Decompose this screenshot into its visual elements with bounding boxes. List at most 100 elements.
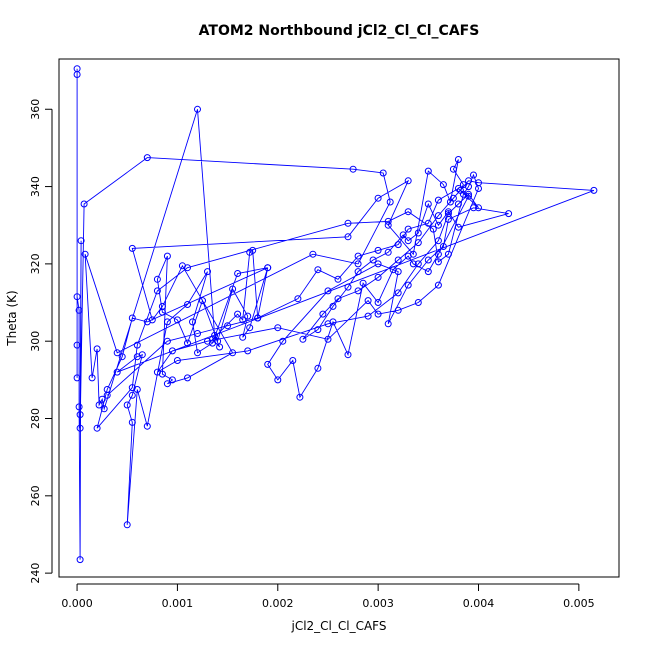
data-point <box>73 293 81 301</box>
data-point <box>465 190 472 198</box>
data-point <box>184 374 191 382</box>
data-point <box>374 299 382 306</box>
data-point <box>424 256 432 264</box>
x-tick-label: 0.000 <box>61 597 93 610</box>
data-point <box>344 219 352 227</box>
data-point <box>404 237 412 245</box>
data-point <box>424 268 432 276</box>
data-point <box>123 401 131 409</box>
data-point <box>324 320 332 328</box>
data-point <box>128 314 136 322</box>
data-point <box>404 208 412 216</box>
data-point <box>399 231 407 239</box>
data-point <box>229 285 237 293</box>
data-point <box>374 310 382 318</box>
data-point <box>118 353 126 361</box>
data-point <box>81 250 89 258</box>
data-point <box>76 411 84 419</box>
data-point <box>344 233 352 241</box>
data-point <box>454 223 462 231</box>
data-point <box>449 194 457 202</box>
data-point <box>204 268 211 276</box>
data-point <box>153 368 161 376</box>
data-point <box>394 306 402 314</box>
chart-title: ATOM2 Northbound jCl2_Cl_Cl_CAFS <box>199 23 480 39</box>
data-point <box>204 337 211 345</box>
data-point <box>434 221 442 229</box>
data-point <box>364 312 372 320</box>
data-point <box>128 391 136 399</box>
data-point <box>234 310 242 318</box>
y-tick-label: 360 <box>29 99 42 120</box>
data-point <box>444 210 452 218</box>
data-point <box>314 266 322 274</box>
data-point <box>324 287 332 295</box>
data-point <box>354 252 362 260</box>
data-point <box>409 260 417 268</box>
data-point <box>384 248 392 256</box>
data-point <box>75 306 83 314</box>
data-point <box>334 295 342 303</box>
y-axis: 240 260 280 300 320 340 360 <box>29 99 53 584</box>
y-tick-label: 260 <box>29 485 42 506</box>
y-axis-label: Theta (K) <box>5 290 19 346</box>
data-point <box>279 337 287 345</box>
data-point <box>470 204 477 212</box>
data-point <box>590 186 598 194</box>
data-point <box>133 341 141 349</box>
data-point <box>128 384 136 392</box>
data-point <box>254 314 262 322</box>
x-tick-label: 0.001 <box>162 597 194 610</box>
data-point <box>374 273 382 281</box>
data-point <box>289 357 297 364</box>
data-point <box>414 260 422 268</box>
data-point <box>128 418 136 426</box>
data-point <box>354 287 362 295</box>
data-point <box>189 318 196 326</box>
data-point <box>274 376 282 384</box>
data-point <box>314 364 322 372</box>
data-point <box>184 339 191 347</box>
data-point <box>163 380 171 388</box>
data-point <box>349 165 357 173</box>
data-point <box>184 301 191 308</box>
data-point <box>475 185 482 192</box>
data-point <box>138 351 146 359</box>
data-point <box>309 250 317 258</box>
data-point <box>229 349 237 357</box>
data-point <box>299 335 307 343</box>
data-point <box>95 401 103 409</box>
data-point <box>194 330 201 337</box>
data-point <box>344 283 352 291</box>
data-point <box>244 347 252 355</box>
y-tick-label: 300 <box>29 331 42 352</box>
data-point <box>439 243 447 250</box>
data-point <box>465 183 472 191</box>
x-axis: 0.000 0.001 0.002 0.003 0.004 0.005 <box>61 583 595 610</box>
data-point <box>296 393 304 401</box>
data-point <box>76 424 84 432</box>
x-axis-label: jCl2_Cl_Cl_CAFS <box>290 619 386 633</box>
data-point <box>434 250 442 258</box>
data-point <box>374 260 382 268</box>
data-point <box>434 258 442 266</box>
data-point <box>128 244 136 252</box>
data-point <box>404 281 412 289</box>
data-point <box>414 229 422 237</box>
data-point <box>88 374 96 382</box>
data-point <box>384 217 392 225</box>
data-point <box>470 171 477 179</box>
data-point <box>194 349 201 357</box>
data-point <box>459 190 467 198</box>
data-point <box>429 225 437 233</box>
x-tick-label: 0.002 <box>262 597 294 610</box>
data-point <box>439 181 447 189</box>
data-point <box>424 219 432 227</box>
data-point <box>173 316 181 324</box>
data-point <box>123 521 131 529</box>
data-point <box>344 351 352 359</box>
y-tick-label: 340 <box>29 176 42 197</box>
data-point <box>354 260 362 268</box>
data-point <box>374 194 382 202</box>
series-group <box>73 65 598 564</box>
